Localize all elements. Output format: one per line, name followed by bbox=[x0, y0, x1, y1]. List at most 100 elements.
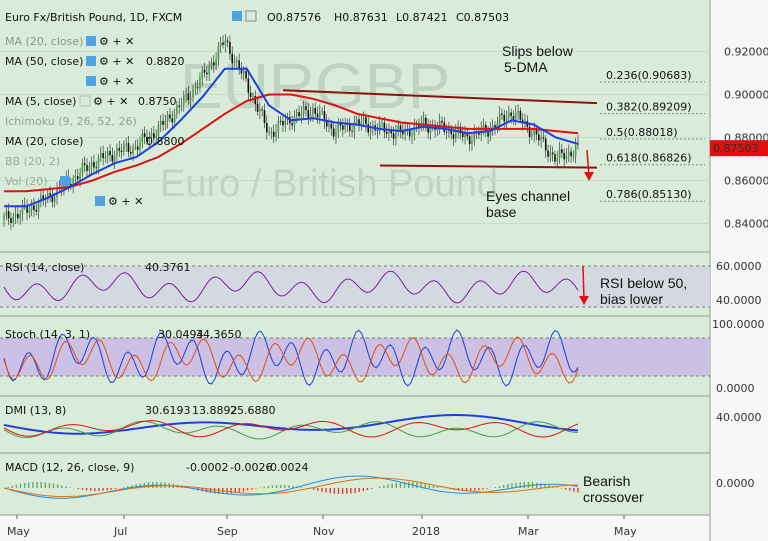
time-axis: May Jul Sep Nov 2018 Mar May bbox=[7, 515, 637, 538]
candle-body bbox=[28, 209, 31, 213]
macd-hist-bar bbox=[271, 485, 274, 488]
candle-body bbox=[231, 53, 234, 64]
price-tick-label: 0.92000 bbox=[724, 46, 768, 59]
candle-body bbox=[325, 121, 328, 127]
candle-body bbox=[312, 108, 314, 115]
macd-hist-bar bbox=[432, 485, 435, 488]
candle-body bbox=[563, 152, 565, 160]
settings-icon[interactable] bbox=[245, 10, 257, 22]
dmi-value-2: 13.8892 bbox=[192, 404, 238, 417]
macd-hist-bar bbox=[403, 482, 406, 488]
candle-body bbox=[487, 132, 489, 137]
candle-body bbox=[482, 124, 485, 129]
candle-body bbox=[30, 205, 33, 210]
macd-hist-bar bbox=[482, 488, 484, 490]
legend-controls[interactable]: ⚙ + ✕ ⚙ + ✕ ⚙ + ✕ ⚙ + ✕ ⚙ + ✕ bbox=[60, 35, 143, 208]
macd-hist-bar bbox=[23, 482, 26, 488]
ohlc-open: O0.87576 bbox=[267, 11, 321, 24]
macd-hist-bar bbox=[511, 483, 513, 488]
candle-body bbox=[549, 152, 552, 157]
candle-body bbox=[535, 129, 538, 135]
candle-body bbox=[5, 211, 8, 216]
macd-hist-bar bbox=[354, 488, 356, 493]
candle-body bbox=[494, 125, 496, 129]
macd-hist-bar bbox=[527, 481, 530, 488]
macd-hist-bar bbox=[36, 481, 38, 488]
candle-body bbox=[261, 109, 263, 111]
candle-body bbox=[561, 149, 563, 153]
macd-hist-bar bbox=[238, 488, 241, 493]
candle-body bbox=[567, 151, 570, 156]
candle-body bbox=[185, 93, 187, 96]
candle-body bbox=[455, 131, 457, 139]
macd-hist-bar bbox=[209, 488, 212, 494]
candle-body bbox=[100, 153, 102, 158]
candle-body bbox=[212, 62, 215, 66]
controls-icon: ⚙ + ✕ bbox=[99, 55, 134, 68]
indicator-legend: MA (20, close) MA (50, close) 0.8820 MA … bbox=[5, 35, 185, 188]
price-down-arrow bbox=[584, 149, 594, 181]
candle-body bbox=[302, 106, 305, 114]
candle-body bbox=[233, 60, 236, 64]
macd-hist-bar bbox=[94, 488, 96, 491]
candle-body bbox=[155, 136, 157, 139]
macd-hist-bar bbox=[407, 481, 410, 488]
macd-hist-bar bbox=[135, 484, 137, 488]
fib-label: 0.382(0.89209) bbox=[606, 101, 692, 114]
candle-body bbox=[427, 125, 429, 133]
candle-body bbox=[517, 110, 519, 113]
candle-body bbox=[420, 122, 423, 128]
candle-body bbox=[282, 121, 284, 126]
candle-body bbox=[203, 69, 206, 73]
macd-hist-bar bbox=[346, 488, 348, 494]
candle-body bbox=[457, 126, 459, 132]
ma-20-close-value: 0.8800 bbox=[146, 135, 185, 148]
price-grid bbox=[0, 51, 710, 224]
candle-body bbox=[157, 124, 160, 137]
candle-body bbox=[79, 173, 81, 180]
macd-hist-bar bbox=[255, 488, 257, 489]
macd-hist-bar bbox=[317, 488, 319, 491]
candle-body bbox=[240, 69, 243, 74]
macd-value-1: -0.0002 bbox=[186, 461, 228, 474]
dmi-plus-line bbox=[3, 420, 579, 440]
candle-body bbox=[512, 116, 515, 120]
candle-body bbox=[81, 163, 84, 174]
macd-hist-bar bbox=[416, 482, 418, 488]
candle-body bbox=[93, 162, 95, 168]
macd-hist-bar bbox=[279, 485, 282, 488]
candle-body bbox=[14, 213, 17, 217]
candle-body bbox=[245, 71, 247, 79]
controls-icon: ⚙ + ✕ bbox=[93, 95, 128, 108]
candle-body bbox=[134, 146, 137, 148]
macd-hist-bar bbox=[573, 488, 575, 492]
macd-value-2: -0.0026 bbox=[230, 461, 272, 474]
candle-body bbox=[146, 136, 148, 142]
candle-body bbox=[236, 60, 238, 62]
candle-body bbox=[309, 114, 312, 118]
candle-body bbox=[408, 128, 411, 137]
candle-body bbox=[120, 150, 123, 152]
macd-tick-0: 0.0000 bbox=[716, 477, 755, 490]
macd-hist-bar bbox=[65, 486, 67, 488]
candle-body bbox=[153, 133, 155, 139]
candle-body bbox=[570, 151, 572, 157]
candle-body bbox=[136, 146, 139, 150]
eye-icon bbox=[86, 36, 96, 46]
eye-icon[interactable] bbox=[232, 11, 242, 21]
macd-hist-bar bbox=[515, 482, 517, 488]
eye-icon bbox=[60, 176, 70, 186]
rsi-line bbox=[3, 270, 579, 304]
candle-body bbox=[395, 132, 397, 139]
candle-body bbox=[72, 178, 74, 187]
candle-body bbox=[385, 131, 388, 134]
candle-body bbox=[399, 125, 402, 131]
macd-hist-bar bbox=[428, 484, 431, 488]
candle-body bbox=[210, 62, 213, 67]
candle-body bbox=[332, 128, 335, 137]
dmi-label: DMI (13, 8) bbox=[5, 404, 66, 417]
macd-hist-bar bbox=[379, 486, 381, 488]
macd-hist-bar bbox=[263, 486, 265, 488]
macd-hist-bar bbox=[544, 484, 546, 488]
